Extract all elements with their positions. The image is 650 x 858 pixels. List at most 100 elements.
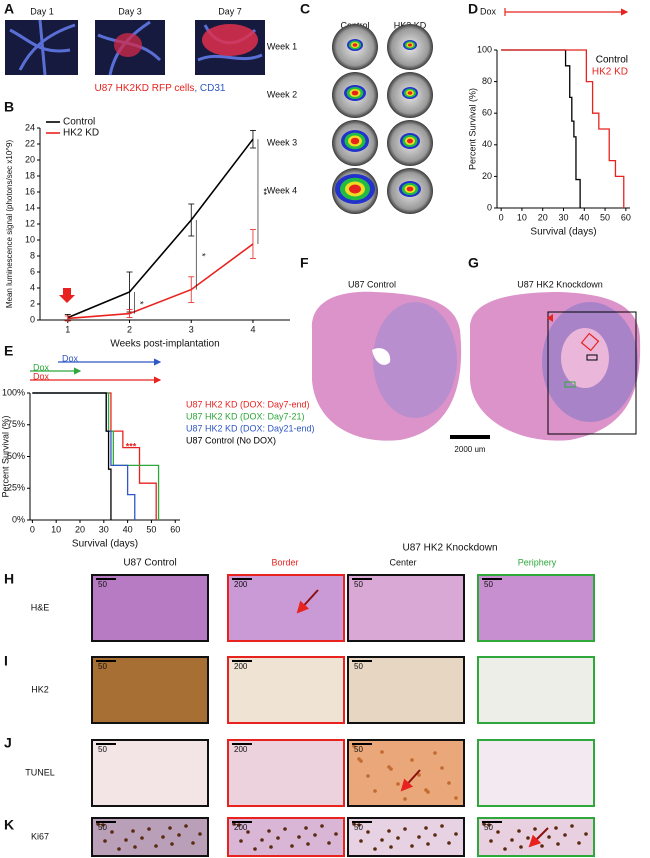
- section-title: U87 Control: [348, 279, 396, 289]
- stained-nucleus: [433, 751, 437, 755]
- panel-letter: K: [4, 817, 14, 833]
- day-label: Day 3: [118, 6, 142, 16]
- row-label: Week 2: [267, 89, 297, 99]
- stained-nucleus: [260, 838, 264, 842]
- stained-nucleus: [237, 823, 241, 827]
- stained-nucleus: [387, 765, 391, 769]
- scale-bar-label: 50: [484, 823, 493, 832]
- stained-nucleus: [253, 847, 257, 851]
- caption-blue: , CD31: [194, 83, 226, 94]
- histology-tile: [91, 656, 209, 724]
- y-tick-label: 20: [25, 154, 35, 164]
- stained-nucleus: [417, 835, 421, 839]
- scale-bar-label: 50: [354, 745, 363, 754]
- stained-nucleus: [517, 829, 521, 833]
- scale-bar-label: 200: [234, 662, 248, 671]
- error-bar: [64, 315, 71, 322]
- stained-nucleus: [168, 826, 172, 830]
- panel-letter: B: [4, 99, 14, 115]
- scale-bar-label: 50: [354, 823, 363, 832]
- stained-nucleus: [366, 830, 370, 834]
- stained-nucleus: [96, 822, 100, 826]
- stained-nucleus: [424, 788, 428, 792]
- signal-blob: [407, 91, 413, 95]
- legend-label: U87 HK2 KD (DOX: Day7-end): [186, 399, 310, 409]
- panel-letter: J: [4, 735, 12, 751]
- error-bar: [126, 309, 133, 319]
- y-tick-label: 20: [482, 171, 492, 181]
- stained-nucleus: [440, 766, 444, 770]
- stained-nucleus: [454, 796, 458, 800]
- x-tick-label: 30: [558, 212, 568, 222]
- x-tick-label: 50: [600, 212, 610, 222]
- stained-nucleus: [267, 829, 271, 833]
- significance-label: *: [197, 253, 207, 257]
- stained-nucleus: [410, 844, 414, 848]
- y-tick-label: 4: [30, 282, 35, 292]
- stained-nucleus: [191, 841, 195, 845]
- stained-nucleus: [540, 844, 544, 848]
- stained-nucleus: [526, 836, 530, 840]
- series-line: [67, 138, 254, 319]
- survival-curve: [32, 392, 136, 520]
- stained-nucleus: [198, 832, 202, 836]
- scale-bar-label: 50: [354, 662, 363, 671]
- y-tick-label: 100%: [2, 387, 25, 397]
- error-bar: [126, 271, 133, 313]
- scale-bar-label: 50: [484, 580, 493, 589]
- microscopy-images: [5, 19, 265, 76]
- x-tick-label: 0: [30, 524, 35, 534]
- error-bar: [249, 129, 256, 149]
- stained-nucleus: [577, 841, 581, 845]
- stained-nucleus: [570, 824, 574, 828]
- stained-nucleus: [117, 847, 121, 851]
- x-tick-label: 40: [123, 524, 133, 534]
- panel-letter: G: [468, 255, 479, 271]
- scale-bar-label: 50: [354, 580, 363, 589]
- stained-nucleus: [503, 847, 507, 851]
- stained-nucleus: [131, 829, 135, 833]
- stained-nucleus: [357, 823, 361, 827]
- stained-nucleus: [320, 824, 324, 828]
- stained-nucleus: [110, 830, 114, 834]
- panel-letter: D: [468, 1, 478, 17]
- stained-nucleus: [389, 845, 393, 849]
- histology-tile: [227, 817, 345, 857]
- significance-label: **: [259, 188, 269, 196]
- stained-nucleus: [447, 781, 451, 785]
- stained-nucleus: [246, 830, 250, 834]
- y-tick-label: 8: [30, 250, 35, 260]
- error-bar: [188, 203, 195, 237]
- x-tick-label: 4: [250, 324, 255, 334]
- stained-nucleus: [519, 845, 523, 849]
- stained-nucleus: [357, 757, 361, 761]
- y-tick-label: 25%: [7, 483, 25, 493]
- x-tick-label: 2: [127, 324, 132, 334]
- legend-label: U87 HK2 KD (DOX: Day21-end): [186, 423, 315, 433]
- legend-label: U87 HK2 KD (DOX: Day7-21): [186, 411, 305, 421]
- day-label: Day 1: [30, 6, 54, 16]
- survival-curve: [32, 392, 112, 520]
- y-tick-label: 0: [487, 202, 492, 212]
- panel-letter: H: [4, 571, 14, 587]
- y-tick-label: 40: [482, 139, 492, 149]
- y-tick-label: 6: [30, 266, 35, 276]
- stained-nucleus: [417, 773, 421, 777]
- stained-nucleus: [306, 842, 310, 846]
- caption: U87 HK2KD RFP cells, CD31: [95, 83, 226, 94]
- panel-letter: A: [4, 1, 14, 17]
- y-tick-label: 2: [30, 298, 35, 308]
- histology-tile: [91, 574, 209, 642]
- stained-nucleus: [101, 823, 105, 827]
- signal-blob: [349, 184, 361, 194]
- stained-nucleus: [554, 826, 558, 830]
- legend-label: HK2 KD: [592, 67, 628, 78]
- x-tick-label: 60: [621, 212, 631, 222]
- pointer-arrow: [400, 769, 421, 792]
- stained-nucleus: [366, 774, 370, 778]
- x-tick-label: 10: [51, 524, 61, 534]
- scale-bar: [232, 660, 252, 662]
- stained-nucleus: [424, 826, 428, 830]
- stained-nucleus: [403, 827, 407, 831]
- x-tick-label: 10: [517, 212, 527, 222]
